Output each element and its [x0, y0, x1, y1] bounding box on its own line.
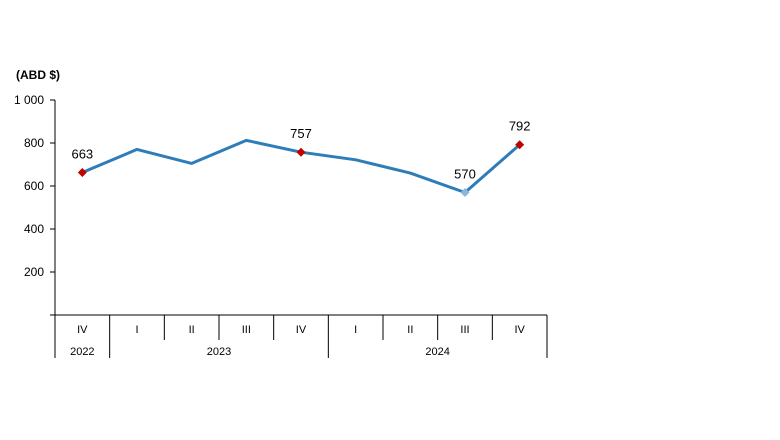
data-point-marker-low [460, 187, 470, 197]
y-tick-label: 200 [24, 265, 44, 279]
data-point-marker [296, 147, 306, 157]
data-point-marker [77, 167, 87, 177]
y-tick-label: 400 [24, 222, 44, 236]
data-label: 792 [509, 119, 531, 134]
x-category-label: III [242, 324, 251, 336]
x-year-label: 2022 [70, 346, 94, 358]
x-category-label: IV [77, 324, 88, 336]
data-label: 570 [454, 166, 476, 181]
x-year-label: 2024 [425, 346, 449, 358]
x-category-label: I [354, 324, 357, 336]
data-label: 663 [71, 146, 93, 161]
data-markers [77, 140, 525, 197]
x-year-label: 2023 [207, 346, 231, 358]
x-category-label: IV [296, 324, 307, 336]
x-category-label: I [135, 324, 138, 336]
y-tick-label: 1 000 [14, 93, 44, 107]
x-category-label: III [460, 324, 469, 336]
y-tick-label: 600 [24, 179, 44, 193]
data-point-marker [515, 140, 525, 150]
data-labels: 663 757 570 792 [71, 119, 530, 182]
data-label: 757 [290, 126, 312, 141]
y-axis: 200 400 600 800 1 000 [14, 93, 56, 316]
x-category-label: II [189, 324, 195, 336]
y-axis-unit-label: (ABD $) [16, 68, 60, 82]
x-category-label: IV [514, 324, 525, 336]
y-tick-label: 800 [24, 136, 44, 150]
x-category-label: II [407, 324, 413, 336]
